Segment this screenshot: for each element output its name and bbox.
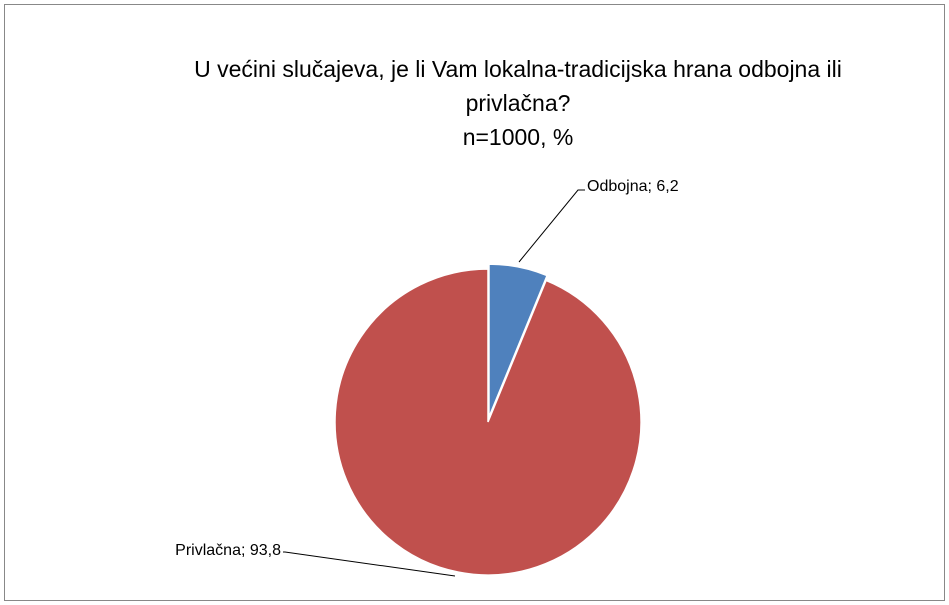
title-block: U većini slučajeva, je li Vam lokalna-tr… <box>158 52 878 154</box>
chart-subtitle: n=1000, % <box>462 124 574 150</box>
data-label: Privlačna; 93,8 <box>175 542 281 559</box>
pie-slice <box>488 263 549 418</box>
leader-line <box>518 189 585 263</box>
chart-title: U većini slučajeva, je li Vam lokalna-tr… <box>194 56 842 116</box>
pie-slice <box>334 268 642 576</box>
data-label: Odbojna; 6,2 <box>587 178 679 195</box>
leader-line <box>283 551 456 577</box>
